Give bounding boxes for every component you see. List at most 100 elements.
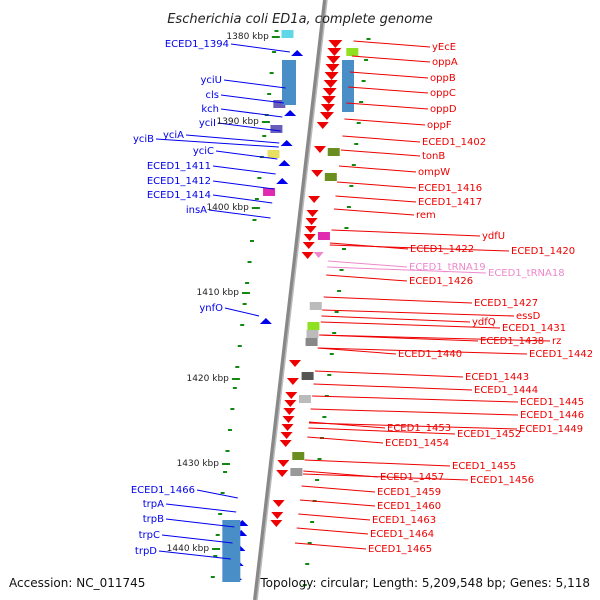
right-gene-label: rem [416,210,436,221]
right-gene-leader [319,334,551,342]
left-gene-leader [165,518,235,528]
scale-tick [361,80,366,82]
genome-axis-highlight [256,0,328,600]
left-gene-label: trpD [135,546,157,557]
reverse-feature [322,88,337,96]
scale-tick [342,248,346,250]
right-gene-leader [308,422,518,430]
topology-text: Topology: circular; Length: 5,209,548 bp… [259,576,590,590]
scale-tick [327,374,332,376]
scale-label: 1380 kbp [226,32,269,42]
right-gene-leader [302,473,469,481]
reverse-feature-block [301,372,314,380]
reverse-feature-block [292,452,305,460]
reverse-feature [301,252,314,259]
scale-tick [247,261,252,263]
forward-feature [291,50,304,56]
scale-tick [332,332,337,334]
reverse-feature-block [298,395,311,403]
forward-feature [278,160,291,166]
left-gene-label: yciC [193,146,214,157]
scale-tick [210,576,215,578]
scale-tick [262,135,267,137]
reverse-feature [308,196,321,203]
scale-tick [223,471,228,473]
right-gene-label: ECED1_1426 [409,276,473,287]
genome-axis [253,0,327,600]
reverse-feature [302,242,315,249]
scale-label: 1440 kbp [167,544,210,554]
right-gene-leader [310,408,519,416]
right-gene-label: oppD [430,104,457,115]
scale-tick [310,521,315,523]
right-gene-leader [338,165,417,173]
scale-tick [354,143,359,145]
scale-tick [359,101,364,103]
reverse-feature [311,170,324,177]
reverse-feature [325,64,340,72]
reverse-feature [319,112,334,120]
right-gene-label: oppC [430,88,456,99]
right-gene-label: ECED1_1420 [511,246,575,257]
right-gene-label: ydfQ [472,317,496,328]
scale-tick [230,408,235,410]
scale-tick [252,219,257,221]
right-gene-label: yEcE [432,42,456,53]
left-gene-label: ECED1_1412 [147,176,211,187]
scale-tick [237,345,242,347]
right-gene-label: rz [552,336,561,347]
forward-operon-block [222,520,241,582]
left-gene-leader [215,150,278,160]
right-gene-label: oppB [430,73,456,84]
scale-tick [329,353,334,355]
right-gene-leader [321,315,471,323]
reverse-feature [289,360,301,367]
forward-feature-block [267,150,280,158]
scale-tick [269,72,274,74]
scale-tick [267,93,272,95]
right-gene-label: ECED1_1452 [457,429,521,440]
left-gene-label: yciA [163,130,184,141]
scale-major-tick [221,463,230,465]
left-gene-leader [223,79,286,89]
reverse-feature [323,80,338,88]
right-gene-label: oppF [427,120,452,131]
feature-tracks [210,0,371,600]
right-gene-label: ECED1_1463 [372,515,436,526]
forward-feature [280,140,293,146]
scale-tick [218,513,223,515]
right-gene-label: ECED1_1431 [502,323,566,334]
reverse-feature [327,48,342,56]
forward-feature-block [263,188,276,196]
scale-tick [322,416,327,418]
right-gene-leader [344,118,426,126]
reverse-feature [271,512,284,519]
right-gene-label: ECED1_1454 [385,438,449,449]
right-gene-leader [329,244,510,252]
right-gene-label: ECED1_tRNA19 [409,262,486,273]
right-gene-label: ECED1_1446 [520,410,584,421]
scale-tick [307,542,312,544]
left-gene-label: ECED1_1414 [147,190,211,201]
right-gene-label: ompW [418,167,450,178]
reverse-feature [282,416,295,423]
right-gene-leader [322,309,515,317]
right-gene-leader [337,181,417,189]
scale-label: 1430 kbp [177,459,220,469]
right-gene-label: essD [516,311,541,322]
reverse-feature [326,56,341,64]
left-gene-label: yciB [133,134,154,145]
scale-tick [334,311,339,313]
right-gene-leader [320,321,501,329]
reverse-feature-block [324,173,337,181]
gene-labels: 1380 kbp 1390 kbp 1400 kbp 1410 kbp 1420 kbp… [131,32,593,557]
right-gene-leader [348,86,429,94]
left-gene-leader [196,489,238,499]
reverse-feature-block [307,322,320,330]
left-gene-leader [220,94,284,104]
right-gene-label: ECED1_1460 [377,501,441,512]
scale-tick [227,429,232,431]
left-gene-label: trpA [143,499,164,510]
right-gene-label: ECED1_1442 [529,349,593,360]
